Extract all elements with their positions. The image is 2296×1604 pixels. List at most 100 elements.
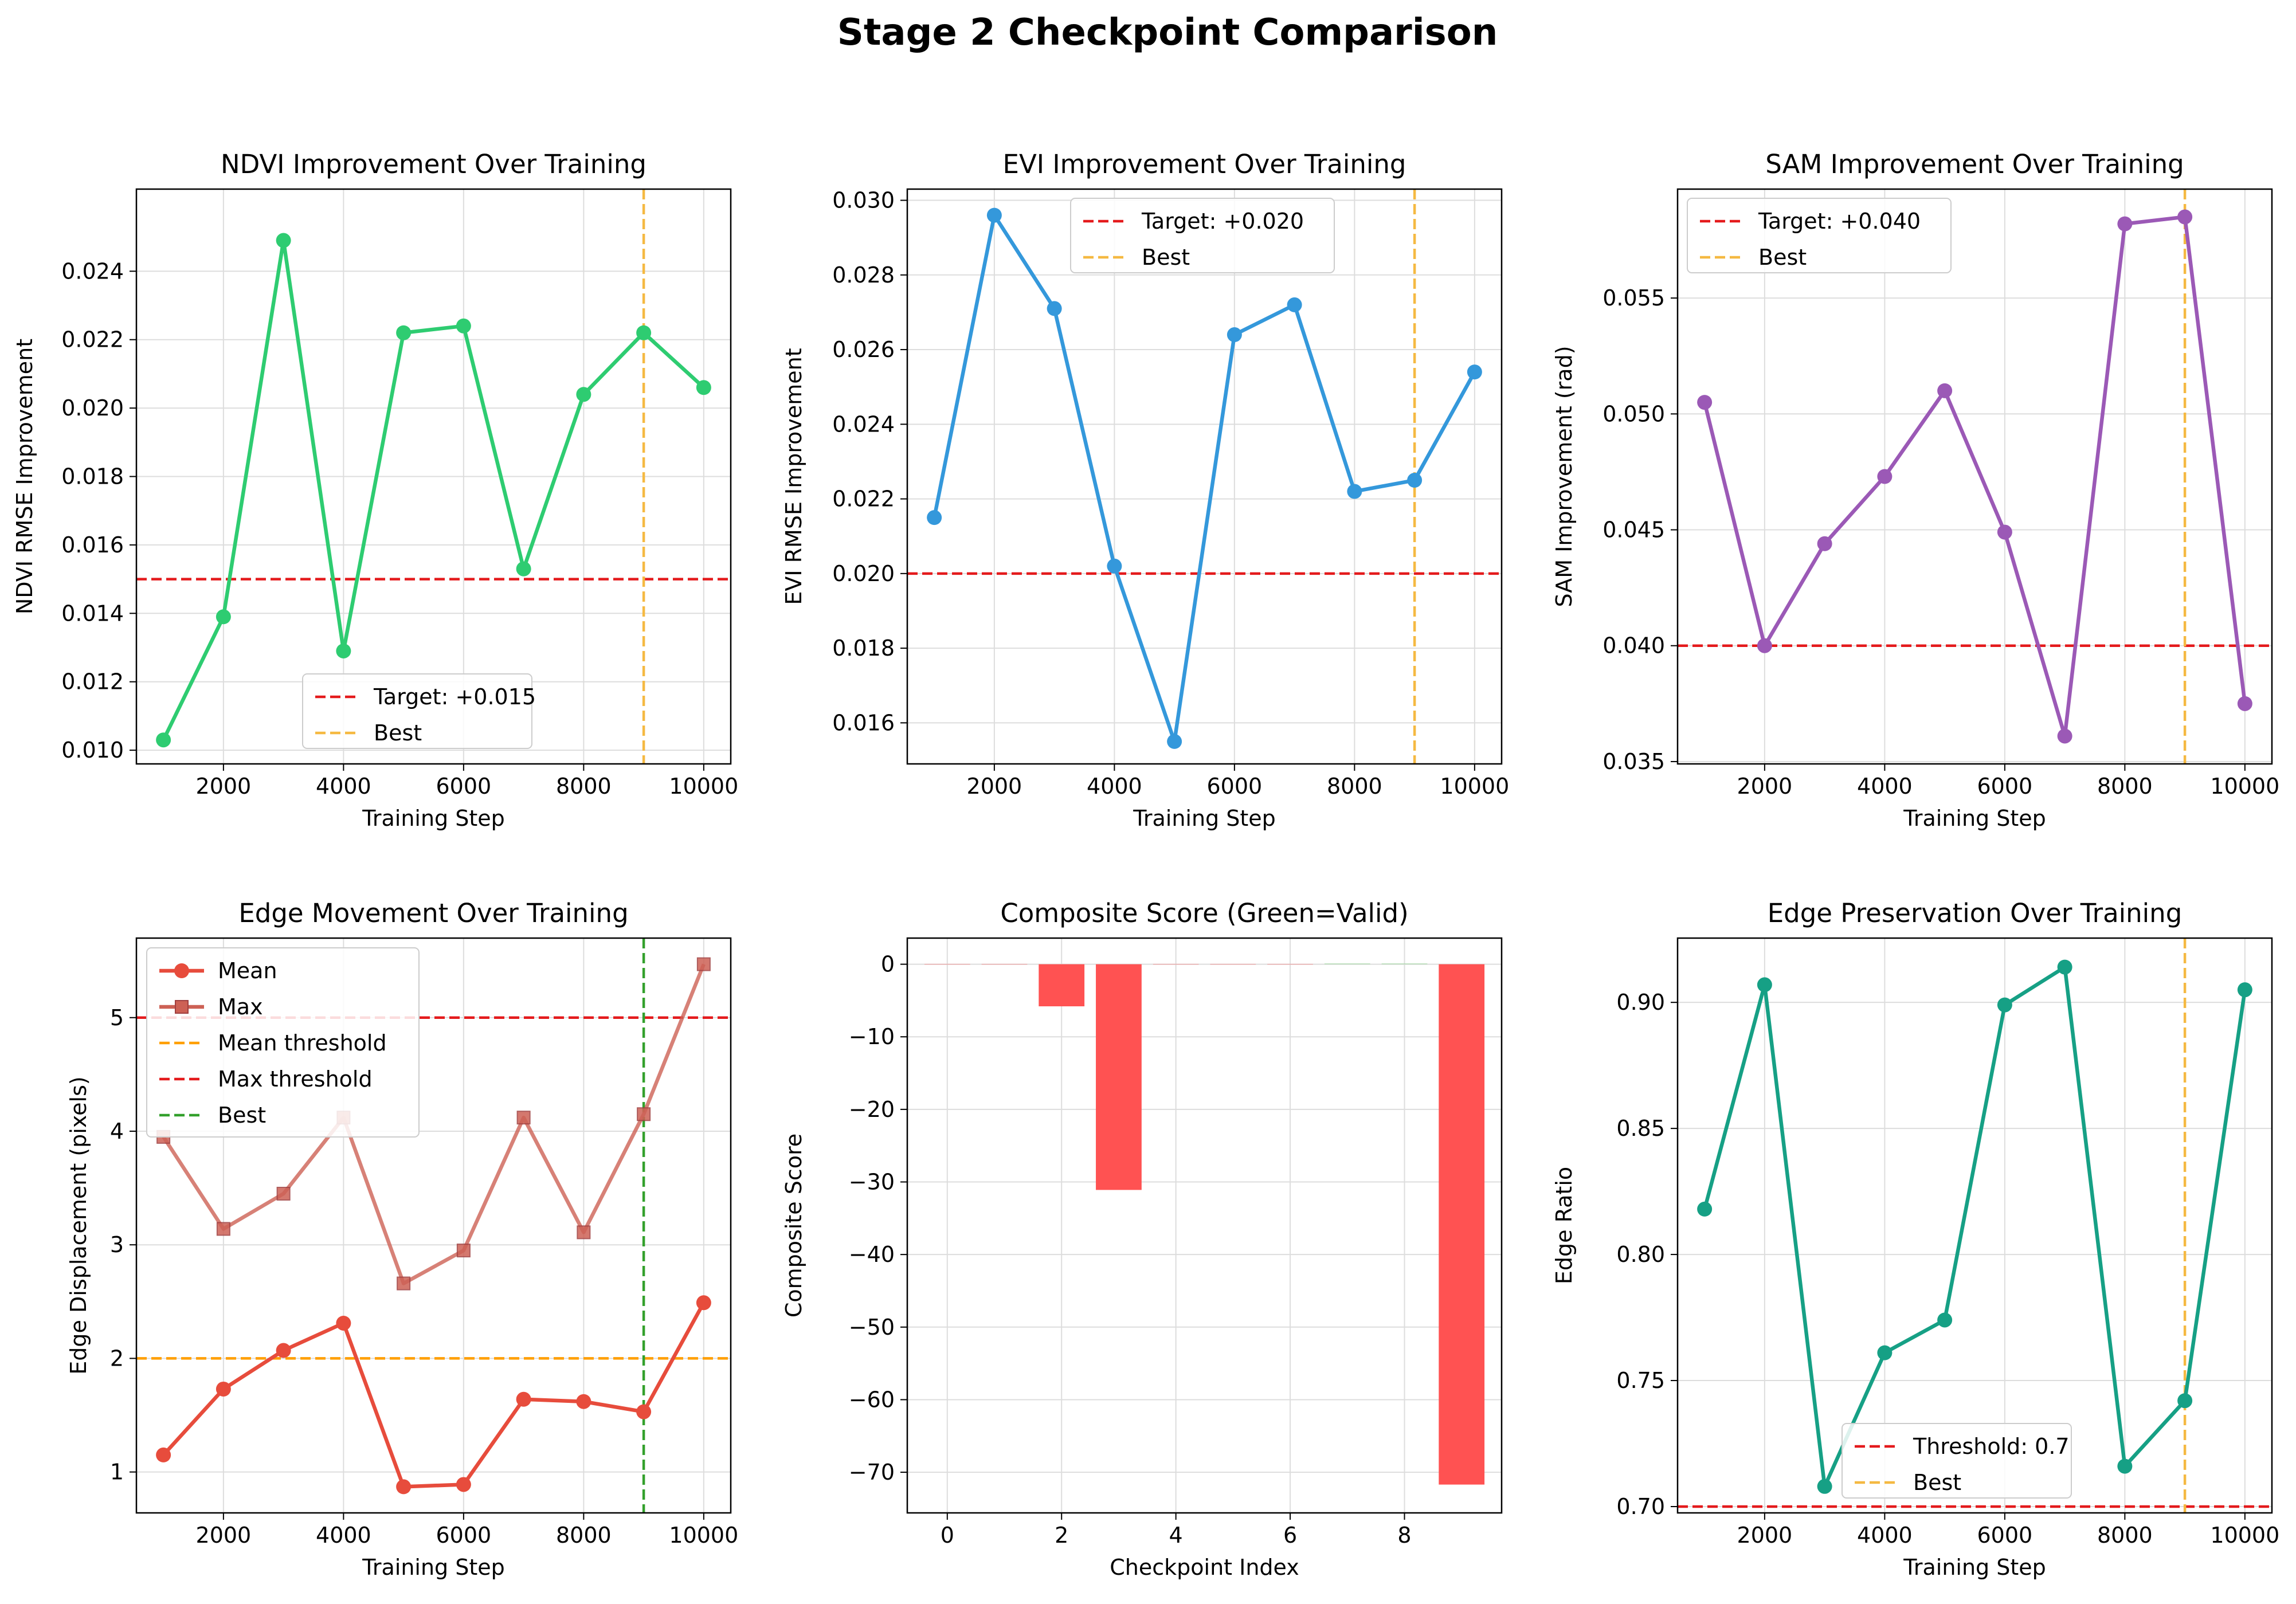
legend-marker	[175, 1000, 189, 1014]
point-1-7	[577, 1225, 591, 1240]
figure-title: Stage 2 Checkpoint Comparison	[837, 11, 1498, 54]
y-tick-label: 0.80	[1616, 1242, 1665, 1267]
y-tick-label: 0.018	[832, 636, 895, 661]
y-tick-label: 0.035	[1603, 749, 1665, 774]
point-0-8	[636, 325, 652, 340]
x-tick-label: 2	[1055, 1523, 1068, 1548]
legend-label: Mean	[218, 958, 277, 983]
legend: Threshold: 0.7 Best	[1841, 1423, 2072, 1499]
y-tick-label: −40	[849, 1242, 895, 1267]
y-axis-label: NDVI RMSE Improvement	[12, 339, 37, 614]
legend-label: Best	[1758, 245, 1807, 270]
plot-area	[136, 189, 731, 764]
x-tick-label: 2000	[1737, 1523, 1793, 1548]
legend: Target: +0.020 Best	[1070, 198, 1335, 273]
bar-4	[1153, 964, 1199, 965]
chart-title: Edge Movement Over Training	[238, 898, 628, 928]
point-0-5	[1997, 997, 2012, 1013]
y-axis-label: Edge Displacement (pixels)	[66, 1076, 91, 1374]
y-tick-label: 0.90	[1616, 990, 1665, 1015]
chart-composite: 0 2 4 6 8 0 −10 −20 −30 −40 −50 −60 −70 Composite Sco…	[781, 898, 1503, 1580]
point-0-1	[216, 609, 231, 625]
point-0-1	[1757, 638, 1772, 653]
y-tick-label: −70	[849, 1460, 895, 1485]
legend-label: Target: +0.015	[373, 684, 536, 709]
x-tick-label: 8000	[556, 774, 612, 799]
legend-label: Target: +0.020	[1141, 209, 1304, 234]
x-axis-label: Training Step	[1903, 1555, 2046, 1580]
plot-frame	[1676, 937, 2273, 1514]
point-0-3	[336, 643, 351, 658]
y-tick-label: −20	[849, 1097, 895, 1122]
y-tick-label: −50	[849, 1315, 895, 1340]
bar-2	[1039, 964, 1085, 1007]
y-tick-label: 3	[110, 1232, 124, 1257]
point-0-4	[1937, 383, 1953, 398]
plot-frame	[135, 188, 732, 765]
point-0-9	[696, 1295, 711, 1311]
legend-label: Best	[218, 1103, 266, 1128]
legend: Target: +0.040 Best	[1687, 198, 1952, 273]
y-tick-label: 5	[110, 1005, 124, 1030]
x-tick-label: 8000	[556, 1523, 612, 1548]
bar-6	[1267, 964, 1313, 965]
y-tick-label: −10	[849, 1024, 895, 1049]
y-tick-label: 0.055	[1603, 285, 1665, 311]
point-0-7	[2117, 216, 2133, 232]
y-tick-label: 0.024	[832, 411, 895, 437]
legend: Mean Max Mean threshold Max threshold Best	[146, 947, 420, 1138]
point-1-9	[696, 957, 711, 971]
chart-title: NDVI Improvement Over Training	[221, 149, 647, 179]
y-tick-label: 0.020	[61, 395, 124, 421]
x-tick-label: 8000	[2097, 774, 2153, 799]
point-0-2	[1817, 1478, 1832, 1494]
bar-0	[924, 964, 970, 965]
x-axis-label: Training Step	[1903, 806, 2046, 831]
x-tick-label: 4000	[1857, 1523, 1913, 1548]
bar-9	[1439, 964, 1485, 1485]
x-tick-label: 6000	[1977, 774, 2033, 799]
x-tick-label: 2000	[1737, 774, 1793, 799]
y-axis-label: SAM Improvement (rad)	[1551, 346, 1577, 607]
point-0-0	[156, 732, 171, 748]
y-tick-label: 0.020	[832, 561, 895, 586]
x-tick-label: 2000	[196, 774, 252, 799]
point-0-5	[1227, 327, 1242, 343]
x-tick-label: 8	[1397, 1523, 1411, 1548]
y-tick-label: 0	[881, 952, 895, 977]
point-1-4	[397, 1276, 411, 1291]
point-1-6	[516, 1111, 531, 1125]
legend-label: Threshold: 0.7	[1913, 1434, 2070, 1459]
plot-area	[924, 963, 1485, 1485]
point-0-6	[2057, 959, 2072, 975]
y-tick-label: 0.018	[61, 464, 124, 489]
point-0-7	[1347, 484, 1362, 499]
chart-title: EVI Improvement Over Training	[1003, 149, 1406, 179]
point-0-9	[2237, 982, 2252, 998]
y-tick-label: 0.010	[61, 738, 124, 763]
legend-frame	[1070, 198, 1335, 273]
legend-label: Max	[218, 994, 263, 1019]
y-tick-label: 4	[110, 1119, 124, 1144]
plot-frame	[1676, 188, 2273, 765]
point-0-0	[1697, 395, 1713, 410]
legend: Target: +0.015 Best	[302, 673, 536, 749]
point-0-9	[696, 380, 711, 395]
point-0-4	[396, 1479, 412, 1495]
x-tick-label: 4000	[1857, 774, 1913, 799]
bar-3	[1096, 964, 1142, 1190]
legend-label: Best	[1142, 245, 1190, 270]
plot-frame	[906, 188, 1503, 765]
y-tick-label: −30	[849, 1170, 895, 1195]
plot-frame	[906, 937, 1503, 1514]
point-0-3	[336, 1315, 351, 1331]
y-tick-label: 0.022	[61, 327, 124, 352]
x-tick-label: 2000	[196, 1523, 252, 1548]
x-axis-label: Training Step	[1133, 806, 1276, 831]
legend-label: Target: +0.040	[1758, 209, 1921, 234]
legend-frame	[1687, 198, 1952, 273]
y-axis-label: Composite Score	[781, 1134, 806, 1317]
chart-title: SAM Improvement Over Training	[1765, 149, 2184, 179]
point-0-8	[2177, 1393, 2193, 1409]
point-0-7	[2117, 1458, 2133, 1474]
